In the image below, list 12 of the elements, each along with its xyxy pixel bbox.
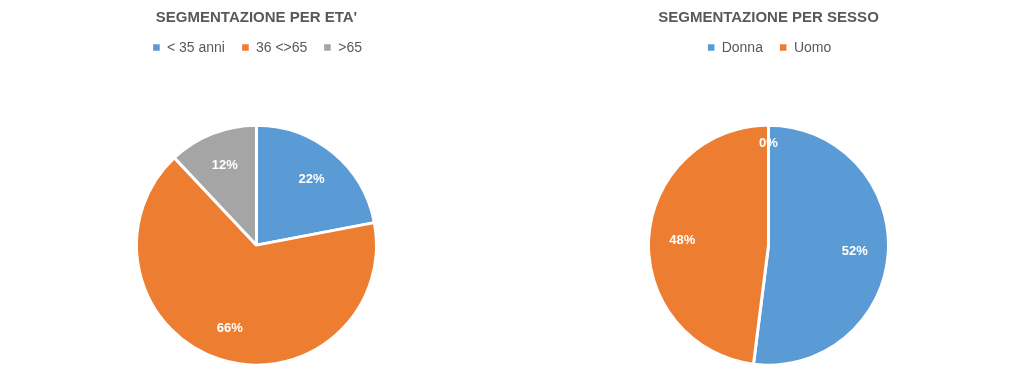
legend-label: 36 <>65 xyxy=(255,39,308,55)
chart-title: SEGMENTAZIONE PER SESSO xyxy=(658,7,880,25)
data-label: 52% xyxy=(841,243,869,259)
data-label: 22% xyxy=(298,170,326,186)
legend-label: Uomo xyxy=(793,39,832,55)
legend-label: >65 xyxy=(338,39,363,55)
data-label: 12% xyxy=(211,157,239,173)
legend-label: < 35 anni xyxy=(166,39,225,55)
data-label: 66% xyxy=(216,320,244,336)
data-label: 48% xyxy=(669,232,696,248)
chart-title: SEGMENTAZIONE PER ETA' xyxy=(155,7,358,25)
legend-label: Donna xyxy=(721,39,763,55)
